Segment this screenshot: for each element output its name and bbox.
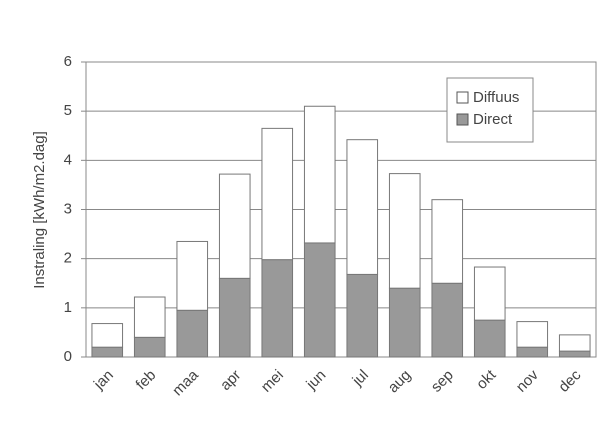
x-tick-label: sep bbox=[428, 367, 457, 396]
bar-segment bbox=[388, 287, 421, 358]
legend-swatch bbox=[456, 91, 469, 104]
x-tick-label: nov bbox=[513, 366, 542, 395]
x-tick-label: mei bbox=[258, 367, 287, 396]
bar-segment bbox=[558, 334, 591, 352]
x-tick-label: apr bbox=[217, 367, 244, 394]
bar-segment bbox=[473, 319, 506, 358]
x-tick-label: maa bbox=[169, 366, 202, 399]
y-tick-label: 3 bbox=[64, 200, 72, 217]
x-tick-label: okt bbox=[473, 366, 500, 393]
x-tick-label: feb bbox=[133, 367, 160, 394]
bar-segment bbox=[303, 105, 336, 244]
bar-segment bbox=[516, 346, 549, 358]
bar-segment bbox=[261, 127, 294, 261]
y-tick-label: 5 bbox=[64, 102, 72, 119]
legend-label: Diffuus bbox=[473, 89, 519, 106]
bar-segment bbox=[133, 336, 166, 358]
legend-box bbox=[446, 77, 534, 143]
bar-segment bbox=[473, 266, 506, 321]
bar-segment bbox=[516, 321, 549, 348]
legend-swatch bbox=[456, 113, 469, 126]
y-tick-label: 4 bbox=[64, 151, 72, 168]
bar-segment bbox=[431, 199, 464, 284]
y-tick-label: 6 bbox=[64, 53, 72, 70]
bar-segment bbox=[176, 309, 209, 358]
bar-segment bbox=[176, 240, 209, 311]
y-tick-label: 0 bbox=[64, 348, 72, 365]
bar-segment bbox=[218, 173, 251, 279]
x-tick-label: jul bbox=[349, 367, 372, 390]
bar-segment bbox=[431, 282, 464, 358]
x-tick-label: aug bbox=[385, 367, 415, 397]
bar-segment bbox=[91, 323, 124, 348]
bar-segment bbox=[346, 139, 379, 275]
bar-segment bbox=[388, 173, 421, 289]
legend-label: Direct bbox=[473, 111, 513, 128]
bar-segment bbox=[346, 273, 379, 358]
y-tick-label: 2 bbox=[64, 250, 72, 267]
x-tick-label: jun bbox=[302, 367, 329, 394]
bar-segment bbox=[133, 296, 166, 338]
x-tick-label: dec bbox=[555, 366, 584, 395]
bar-segment bbox=[91, 346, 124, 358]
bar-segment bbox=[261, 259, 294, 358]
y-tick-label: 1 bbox=[64, 299, 72, 316]
bar-segment bbox=[558, 350, 591, 358]
y-axis-label: Instraling [kWh/m2.dag] bbox=[31, 131, 48, 289]
x-tick-label: jan bbox=[90, 367, 117, 394]
bar-segment bbox=[303, 242, 336, 358]
bar-segment bbox=[218, 277, 251, 358]
